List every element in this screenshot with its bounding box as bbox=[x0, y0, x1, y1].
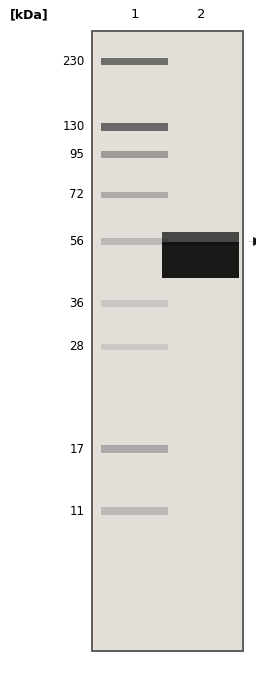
Text: 11: 11 bbox=[69, 505, 84, 518]
Bar bbox=[101, 58, 168, 64]
Text: 56: 56 bbox=[70, 235, 84, 248]
Text: 2: 2 bbox=[197, 8, 205, 22]
Bar bbox=[101, 507, 168, 515]
Bar bbox=[92, 31, 243, 651]
Text: 230: 230 bbox=[62, 55, 84, 68]
Text: 17: 17 bbox=[69, 443, 84, 456]
Bar bbox=[101, 445, 168, 454]
Text: 72: 72 bbox=[69, 188, 84, 201]
Text: [kDa]: [kDa] bbox=[10, 8, 49, 22]
Bar bbox=[101, 151, 168, 158]
Bar bbox=[162, 242, 239, 278]
Bar bbox=[92, 31, 243, 651]
Text: 1: 1 bbox=[130, 8, 139, 22]
Bar bbox=[162, 232, 239, 245]
Text: 95: 95 bbox=[70, 148, 84, 161]
Bar bbox=[101, 344, 168, 350]
Text: 130: 130 bbox=[62, 120, 84, 133]
Text: 36: 36 bbox=[70, 297, 84, 310]
Bar bbox=[101, 300, 168, 306]
Bar bbox=[101, 123, 168, 131]
Text: 28: 28 bbox=[70, 340, 84, 353]
Bar bbox=[92, 31, 243, 651]
Bar bbox=[101, 239, 168, 245]
Bar bbox=[101, 192, 168, 198]
